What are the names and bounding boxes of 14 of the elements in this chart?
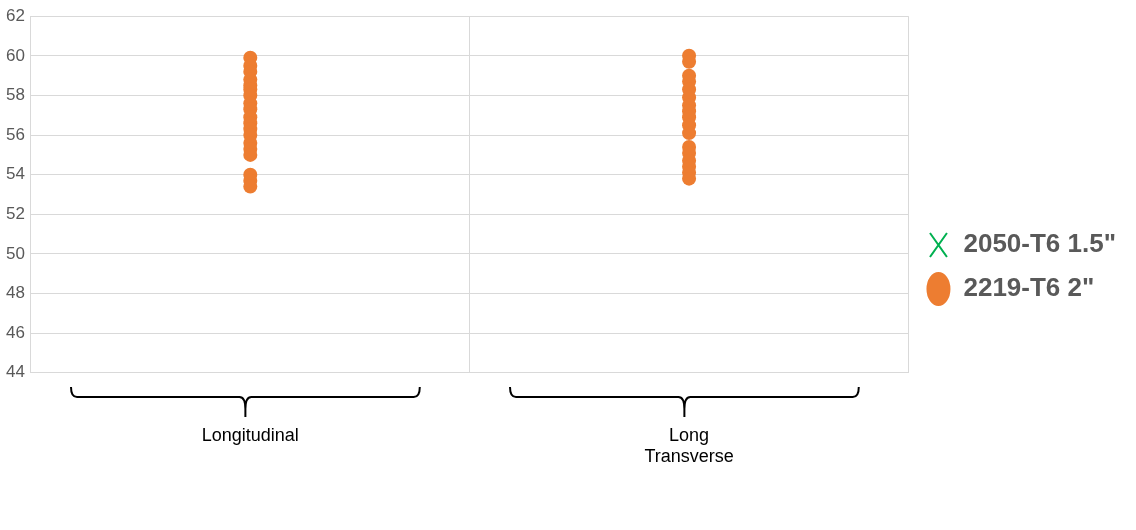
y-tick-label: 60: [5, 45, 25, 65]
legend-label: 2050-T6 1.5": [963, 228, 1117, 259]
y-tick-label: 56: [5, 124, 25, 144]
x-tick-label: Long Transverse: [644, 424, 734, 467]
y-tick-label: 58: [5, 85, 25, 105]
legend-label: 2219-T6 2": [963, 272, 1095, 303]
y-tick-label: 44: [5, 362, 25, 382]
y-tick-label: 52: [5, 204, 25, 223]
y-tick-label: 46: [5, 322, 25, 342]
x-tick-label: Longitudinal: [201, 424, 299, 445]
y-tick-label: 50: [5, 243, 25, 263]
y-tick-label: 54: [5, 164, 25, 184]
y-tick-label: 48: [5, 283, 25, 303]
y-tick-label: 62: [5, 5, 25, 25]
